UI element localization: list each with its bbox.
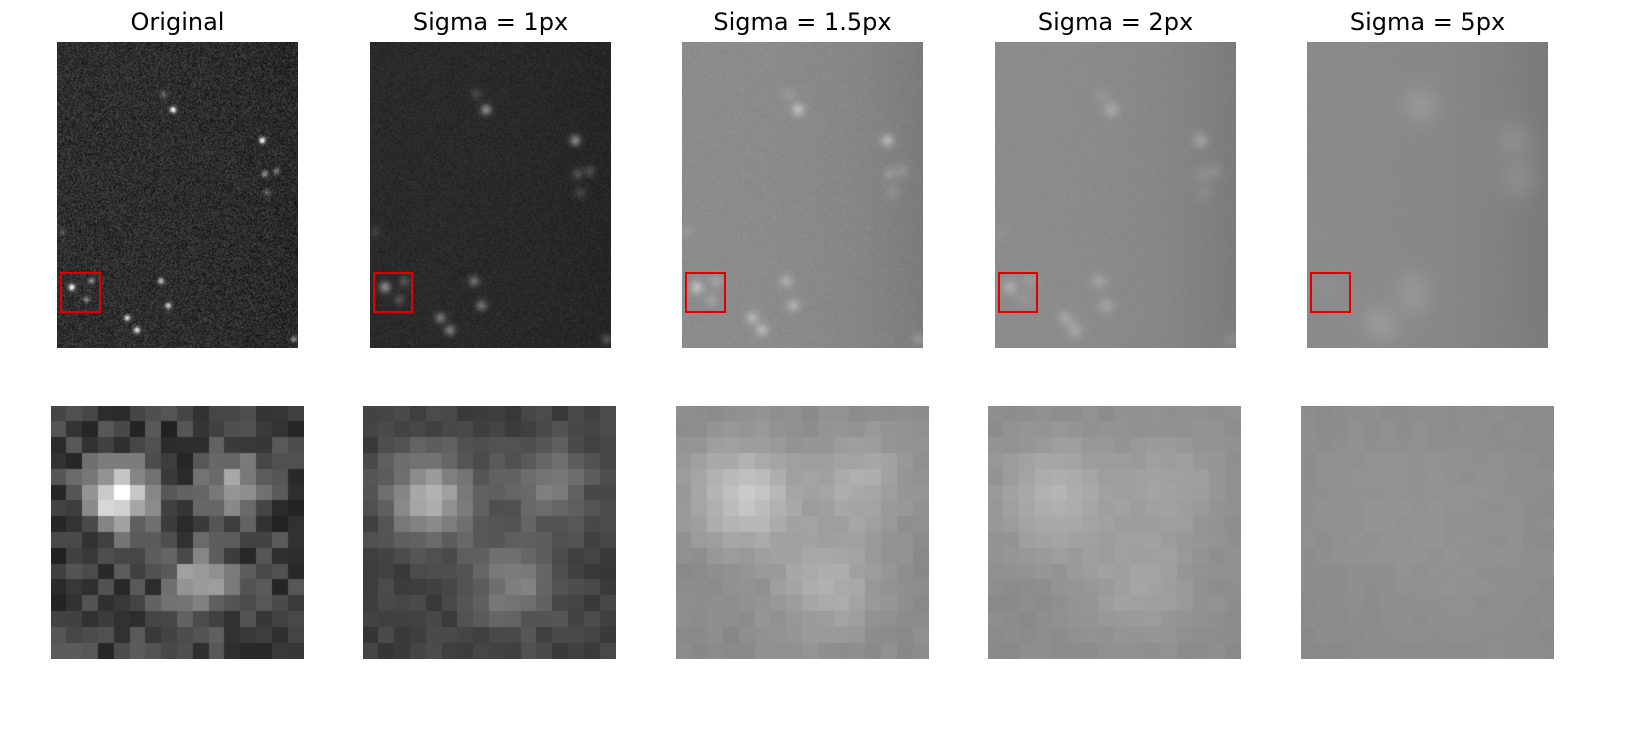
column-title-original: Original: [130, 8, 225, 36]
column-title-sigma-5: Sigma = 5px: [1349, 8, 1506, 36]
zoom-region-marker: [373, 272, 413, 313]
column-title-sigma-1: Sigma = 1px: [412, 8, 569, 36]
zoom-region-marker: [685, 272, 726, 313]
zoom-region-marker: [1310, 272, 1351, 313]
column-title-sigma-1-5: Sigma = 1.5px: [713, 8, 892, 36]
full-image-sigma-2: [995, 42, 1236, 348]
zoom-region-marker: [60, 272, 101, 313]
zoom-region-marker: [998, 272, 1038, 313]
zoom-crop-sigma-2: [988, 406, 1241, 659]
full-image-sigma-1: [370, 42, 611, 348]
zoom-crop-sigma-5: [1301, 406, 1554, 659]
zoom-crop-sigma-1: [363, 406, 616, 659]
zoom-crop-original: [51, 406, 304, 659]
column-title-sigma-2: Sigma = 2px: [1037, 8, 1194, 36]
full-image-original: [57, 42, 298, 348]
full-image-sigma-5: [1307, 42, 1548, 348]
zoom-crop-sigma-1-5: [676, 406, 929, 659]
full-image-sigma-1-5: [682, 42, 923, 348]
